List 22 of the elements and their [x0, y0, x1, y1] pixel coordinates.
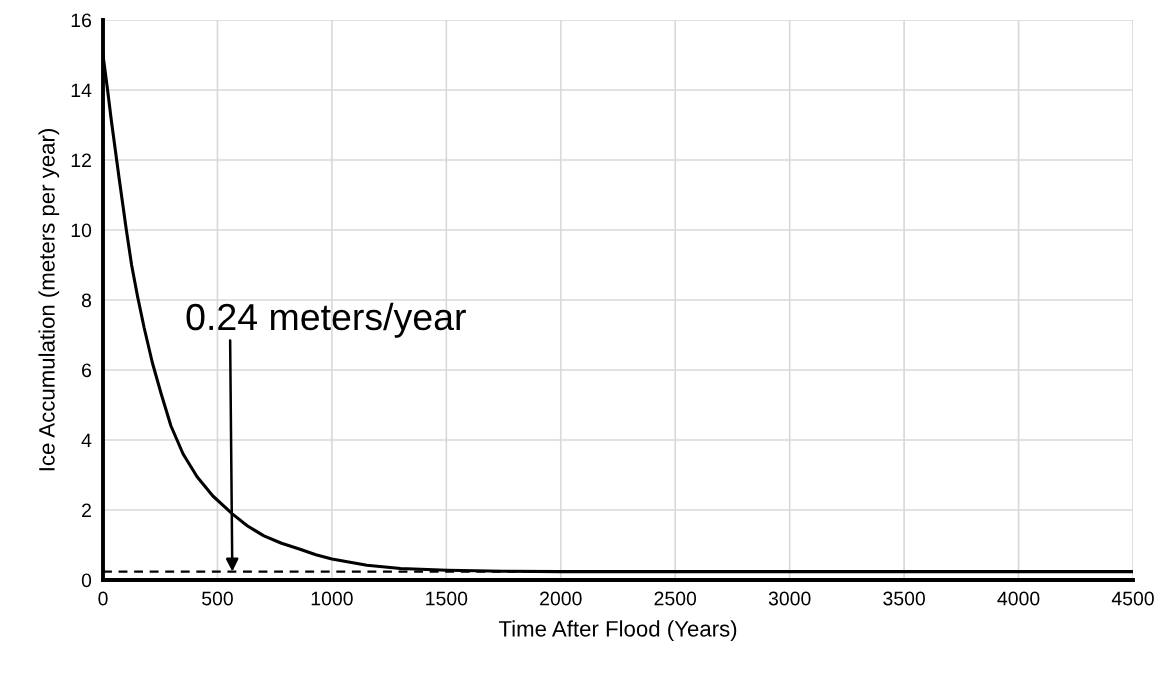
x-tick-label: 2500	[654, 591, 697, 606]
x-axis-title: Time After Flood (Years)	[498, 620, 737, 642]
x-tick-label: 4500	[1111, 591, 1154, 606]
x-tick-label: 0	[98, 591, 108, 606]
y-tick-label: 16	[71, 13, 92, 28]
y-axis-title: Ice Accumulation (meters per year)	[38, 129, 60, 471]
y-tick-label: 10	[71, 223, 92, 238]
y-tick-label: 12	[71, 153, 91, 168]
y-tick-label: 8	[81, 293, 92, 308]
x-tick-label: 2000	[540, 591, 582, 606]
y-tick-label: 6	[82, 363, 92, 378]
x-tick-label: 4000	[997, 591, 1040, 606]
x-tick-label: 3000	[768, 591, 811, 606]
annotation: 0.24 meters/year	[186, 302, 466, 338]
x-tick-label: 1000	[311, 591, 353, 606]
y-tick-label: 0	[81, 573, 92, 588]
y-tick-label: 2	[82, 503, 91, 518]
x-tick-label: 500	[202, 591, 233, 606]
y-tick-label: 4	[81, 433, 92, 448]
y-tick-label: 14	[71, 83, 92, 98]
x-tick-label: 3500	[883, 591, 925, 606]
x-tick-label: 1500	[426, 591, 468, 606]
